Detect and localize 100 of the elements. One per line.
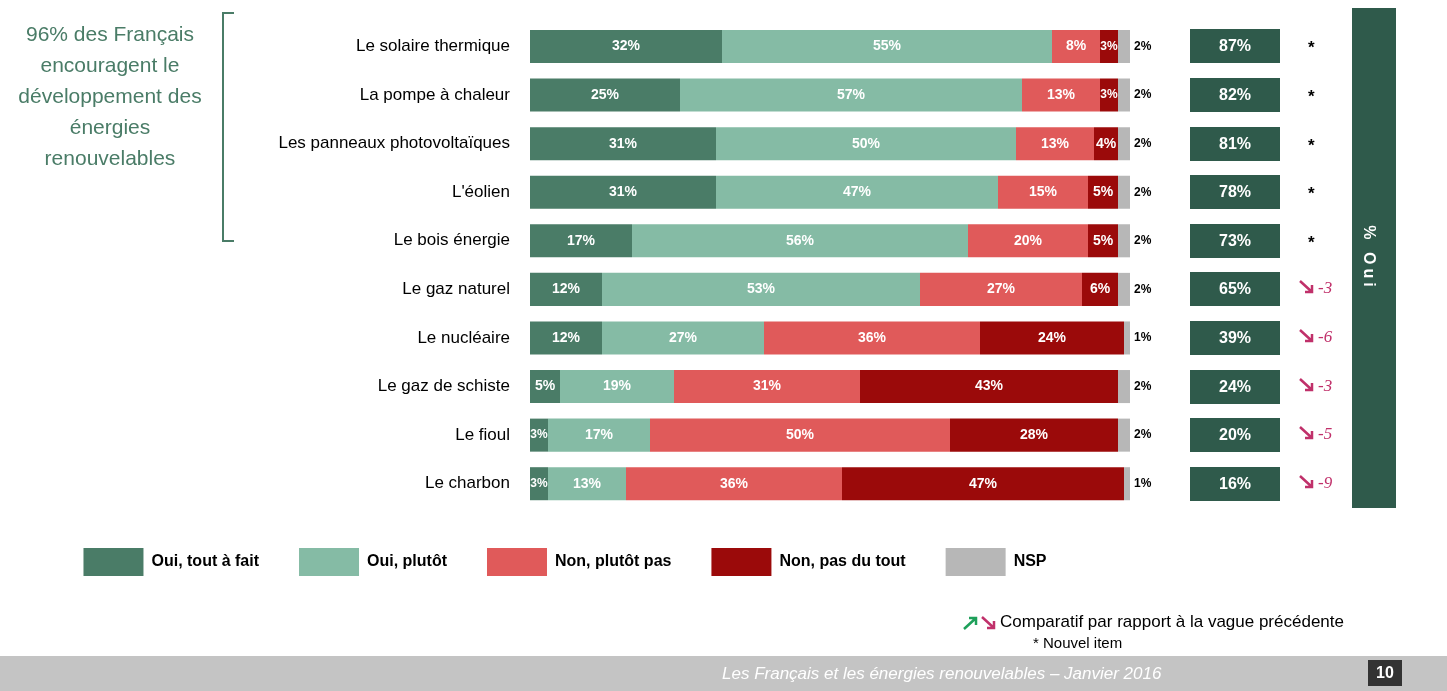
- bar: [530, 29, 722, 64]
- text: 16%: [1190, 466, 1280, 501]
- data-label: 2%: [1134, 38, 1152, 53]
- bar: [602, 321, 764, 355]
- data-label: 15%: [1028, 183, 1058, 200]
- text: 96% des Français encouragent le développement des énergies renouvelables: [17, 21, 203, 171]
- data-label: 27%: [668, 328, 698, 345]
- data-label: 13%: [1040, 134, 1070, 151]
- legend-label: Non, plutôt pas: [555, 552, 672, 570]
- text: 10: [1368, 660, 1402, 686]
- bar: [716, 127, 1016, 161]
- data-label: 17%: [584, 425, 614, 442]
- data-label: 47%: [842, 183, 872, 200]
- data-label: 32%: [611, 37, 641, 54]
- data-label: 3%: [530, 427, 548, 442]
- legend-label: Oui, tout à fait: [151, 552, 260, 570]
- bar: [560, 370, 674, 404]
- data-label: 2%: [1134, 281, 1152, 296]
- bar: [842, 467, 1124, 501]
- bar: [548, 418, 650, 452]
- bar: [1118, 272, 1130, 306]
- data-label: 31%: [608, 134, 638, 151]
- text: -3: [1318, 375, 1333, 396]
- text: -9: [1318, 472, 1333, 493]
- data-label: 2%: [1134, 427, 1152, 442]
- data-label: 3%: [1100, 38, 1118, 53]
- bar: [530, 224, 632, 258]
- text: *: [1308, 38, 1315, 59]
- bar: [1022, 78, 1100, 112]
- data-label: 31%: [608, 183, 638, 200]
- data-label: 17%: [566, 231, 596, 248]
- data-label: 8%: [1065, 37, 1087, 54]
- text: 81%: [1190, 126, 1280, 161]
- legend-label: Non, pas du tout: [779, 552, 907, 570]
- data-label: 2%: [1134, 184, 1152, 199]
- bar: [1118, 78, 1130, 112]
- data-label: 13%: [572, 474, 602, 491]
- bar: [1118, 224, 1130, 258]
- bar: [1118, 175, 1130, 209]
- data-label: 27%: [986, 280, 1016, 297]
- data-label: 50%: [785, 425, 815, 442]
- data-label: 31%: [752, 377, 782, 394]
- bar: [530, 175, 716, 209]
- data-label: 36%: [857, 328, 887, 345]
- text: *: [1308, 87, 1315, 108]
- data-label: 2%: [1134, 233, 1152, 248]
- text: -3: [1318, 278, 1333, 299]
- bar: [722, 29, 1052, 64]
- data-label: 2%: [1134, 378, 1152, 393]
- data-label: 19%: [602, 377, 632, 394]
- bar: [1124, 467, 1130, 501]
- text: % Oui: [1360, 225, 1378, 291]
- text: 39%: [1190, 320, 1280, 355]
- y-tick-label: L'éolien: [451, 181, 510, 201]
- data-label: 55%: [872, 37, 902, 54]
- data-label: 12%: [551, 328, 581, 345]
- data-label: 56%: [785, 231, 815, 248]
- data-label: 5%: [1092, 231, 1114, 248]
- text: *: [1308, 184, 1315, 205]
- text: Les Français et les énergies renouvelables – Janvier 2016: [722, 664, 1162, 684]
- data-label: 5%: [1092, 183, 1114, 200]
- bar: [1118, 127, 1130, 161]
- y-tick-label: La pompe à chaleur: [359, 84, 511, 104]
- data-label: 5%: [534, 377, 556, 394]
- bar: [530, 78, 680, 112]
- data-label: 13%: [1046, 85, 1076, 102]
- data-label: 36%: [719, 474, 749, 491]
- data-label: 24%: [1037, 328, 1067, 345]
- bar: [674, 370, 860, 404]
- data-label: 20%: [1013, 231, 1043, 248]
- data-label: 1%: [1134, 330, 1152, 345]
- bar: [998, 175, 1088, 209]
- legend-label: Oui, plutôt: [367, 552, 448, 570]
- text: Comparatif par rapport à la vague précédente: [1000, 612, 1344, 632]
- text: *: [1308, 135, 1315, 156]
- text: -5: [1318, 424, 1333, 445]
- text: 65%: [1190, 272, 1280, 307]
- data-label: 28%: [1019, 425, 1049, 442]
- data-label: 25%: [590, 85, 620, 102]
- text: 87%: [1190, 29, 1280, 64]
- bar: [530, 272, 602, 306]
- data-label: 3%: [1100, 87, 1118, 102]
- bar: [968, 224, 1088, 258]
- text: 78%: [1190, 175, 1280, 210]
- data-label: 50%: [851, 134, 881, 151]
- bar: [1118, 29, 1130, 64]
- data-label: 47%: [968, 474, 998, 491]
- text: 20%: [1190, 418, 1280, 453]
- bar: [548, 467, 626, 501]
- y-tick-label: Le gaz naturel: [402, 279, 510, 299]
- data-label: 2%: [1134, 135, 1152, 150]
- data-label: 3%: [530, 476, 548, 491]
- bar: [1016, 127, 1094, 161]
- y-tick-label: Le bois énergie: [393, 230, 510, 250]
- y-tick-label: Le solaire thermique: [355, 36, 510, 56]
- bar: [860, 370, 1118, 404]
- y-tick-label: Le fioul: [455, 424, 510, 444]
- data-label: 1%: [1134, 476, 1152, 491]
- bar: [530, 127, 716, 161]
- y-tick-label: Les panneaux photovoltaïques: [278, 133, 510, 153]
